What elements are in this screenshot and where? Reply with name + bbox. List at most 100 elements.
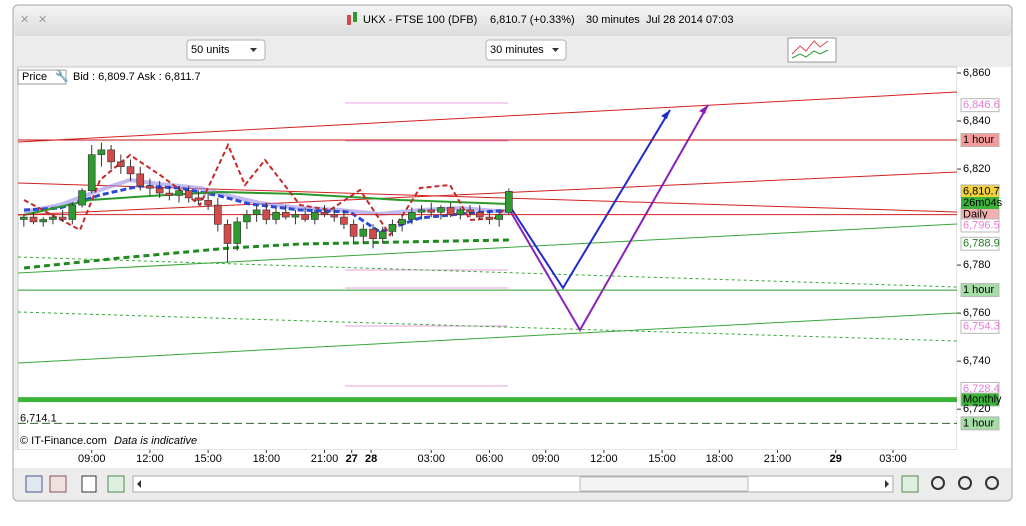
level-label-box <box>960 218 1000 233</box>
x-tick-label: 12:00 <box>136 453 164 465</box>
data-note: Data is indicative <box>114 435 197 447</box>
level-label: 1 hour <box>963 284 995 296</box>
units-dropdown[interactable] <box>186 39 266 61</box>
title-icon <box>347 12 357 25</box>
y-tick-label: 6,740 <box>963 355 991 367</box>
wrench-icon[interactable]: 🔧 <box>55 69 69 83</box>
candle-body <box>97 149 106 155</box>
scroll-thumb[interactable] <box>579 476 749 492</box>
units-value[interactable]: 50 units <box>191 44 230 56</box>
candle-body <box>272 211 280 220</box>
candle-body <box>340 216 348 225</box>
candle-body <box>252 209 261 215</box>
countdown-box <box>961 197 999 209</box>
level-label: 6,754.3 <box>963 321 1000 333</box>
x-tick-label: 21:00 <box>311 453 339 465</box>
candle-body <box>466 209 474 213</box>
dropdown-arrow <box>552 48 559 52</box>
candle-body <box>204 199 212 206</box>
candle-body <box>301 214 309 220</box>
plot-area <box>17 66 958 451</box>
candle-body <box>184 190 193 199</box>
candle-body <box>262 209 271 220</box>
level-label: 1 hour <box>963 417 995 429</box>
candle-body <box>49 216 57 220</box>
interval-dropdown[interactable] <box>485 39 567 61</box>
candle-body <box>359 228 368 237</box>
x-tick-label: 03:00 <box>417 453 445 465</box>
candle-body <box>87 154 96 191</box>
quote: Bid : 6,809.7 Ask : 6,811.7 <box>73 71 201 83</box>
title-price: 6,810.7 (+0.33%) <box>490 14 575 26</box>
level-label-box <box>960 132 1000 147</box>
level-label-box <box>960 236 1000 251</box>
candle-body <box>29 216 38 223</box>
candle-body <box>427 209 436 213</box>
candle-body <box>349 223 358 237</box>
level-label: 1 hour <box>963 134 995 146</box>
candle-body <box>311 211 319 220</box>
candle-body <box>475 211 484 218</box>
candle-body <box>146 185 154 189</box>
price-legend-box <box>17 69 67 85</box>
level-label-box <box>960 283 1000 298</box>
candle-body <box>291 214 300 218</box>
candle-body <box>126 166 135 175</box>
drawings <box>18 91 957 387</box>
interval-value[interactable]: 30 minutes <box>490 44 544 56</box>
close-button[interactable]: ✕ <box>20 14 29 26</box>
candle-body <box>330 214 339 218</box>
x-tick-label: 15:00 <box>648 453 676 465</box>
x-tick-label: 27 <box>346 453 358 465</box>
candle-body <box>107 149 115 163</box>
candle-body <box>378 231 387 239</box>
x-tick-label: 12:00 <box>590 453 618 465</box>
toolbar-icons[interactable] <box>25 475 125 493</box>
y-tick-label: 6,820 <box>963 163 991 175</box>
candle-body <box>233 221 242 244</box>
candle-body <box>446 207 455 215</box>
candles <box>20 142 513 263</box>
candle-body <box>495 214 503 220</box>
y-tick-label: 6,860 <box>963 67 991 79</box>
time-axis <box>14 450 1011 468</box>
candle-body <box>20 216 28 220</box>
x-tick-label: 06:00 <box>476 453 504 465</box>
candle-body <box>39 219 48 223</box>
level-label: 6,810.7 <box>963 185 1000 197</box>
candle-body <box>320 211 329 215</box>
x-tick-label: 09:00 <box>78 453 106 465</box>
level-label: 6,728.4 <box>963 383 1000 395</box>
candle-body <box>58 216 67 220</box>
x-tick-label: 21:00 <box>764 453 792 465</box>
candle-body <box>437 207 445 213</box>
level-label-box <box>960 319 1000 334</box>
title-time: Jul 28 2014 07:03 <box>646 14 733 26</box>
x-tick-label: 03:00 <box>879 453 907 465</box>
x-tick-label: 09:00 <box>532 453 560 465</box>
levels: 6,846.6 1 hour Daily 6,810.7 6,796.5 6,788.9 1… <box>18 98 1002 431</box>
candle-body <box>408 211 416 220</box>
level-label: 6,788.9 <box>963 238 1000 250</box>
level-label: Daily <box>963 209 988 221</box>
x-tick-label: 18:00 <box>706 453 734 465</box>
candle-body <box>175 190 183 196</box>
price-legend: Price <box>22 71 47 83</box>
y-tick-label: 6,760 <box>963 307 991 319</box>
candle-body <box>155 187 164 194</box>
y-tick-label: 6,780 <box>963 259 991 271</box>
minimize-button[interactable]: ✕ <box>38 14 47 26</box>
x-tick-label: 15:00 <box>194 453 222 465</box>
zoom-icons[interactable] <box>901 475 999 493</box>
drawing-tools-button[interactable] <box>787 37 837 63</box>
level-label-box <box>960 98 1000 113</box>
scrollbar[interactable] <box>132 475 894 493</box>
candle-body <box>369 228 377 239</box>
x-tick-label: 28 <box>365 453 377 465</box>
candle-body <box>243 214 251 223</box>
candle-body <box>456 209 465 215</box>
candle-body <box>68 204 77 220</box>
level-label: 6,796.5 <box>963 219 1000 231</box>
y-tick-label: 6,720 <box>963 403 991 415</box>
